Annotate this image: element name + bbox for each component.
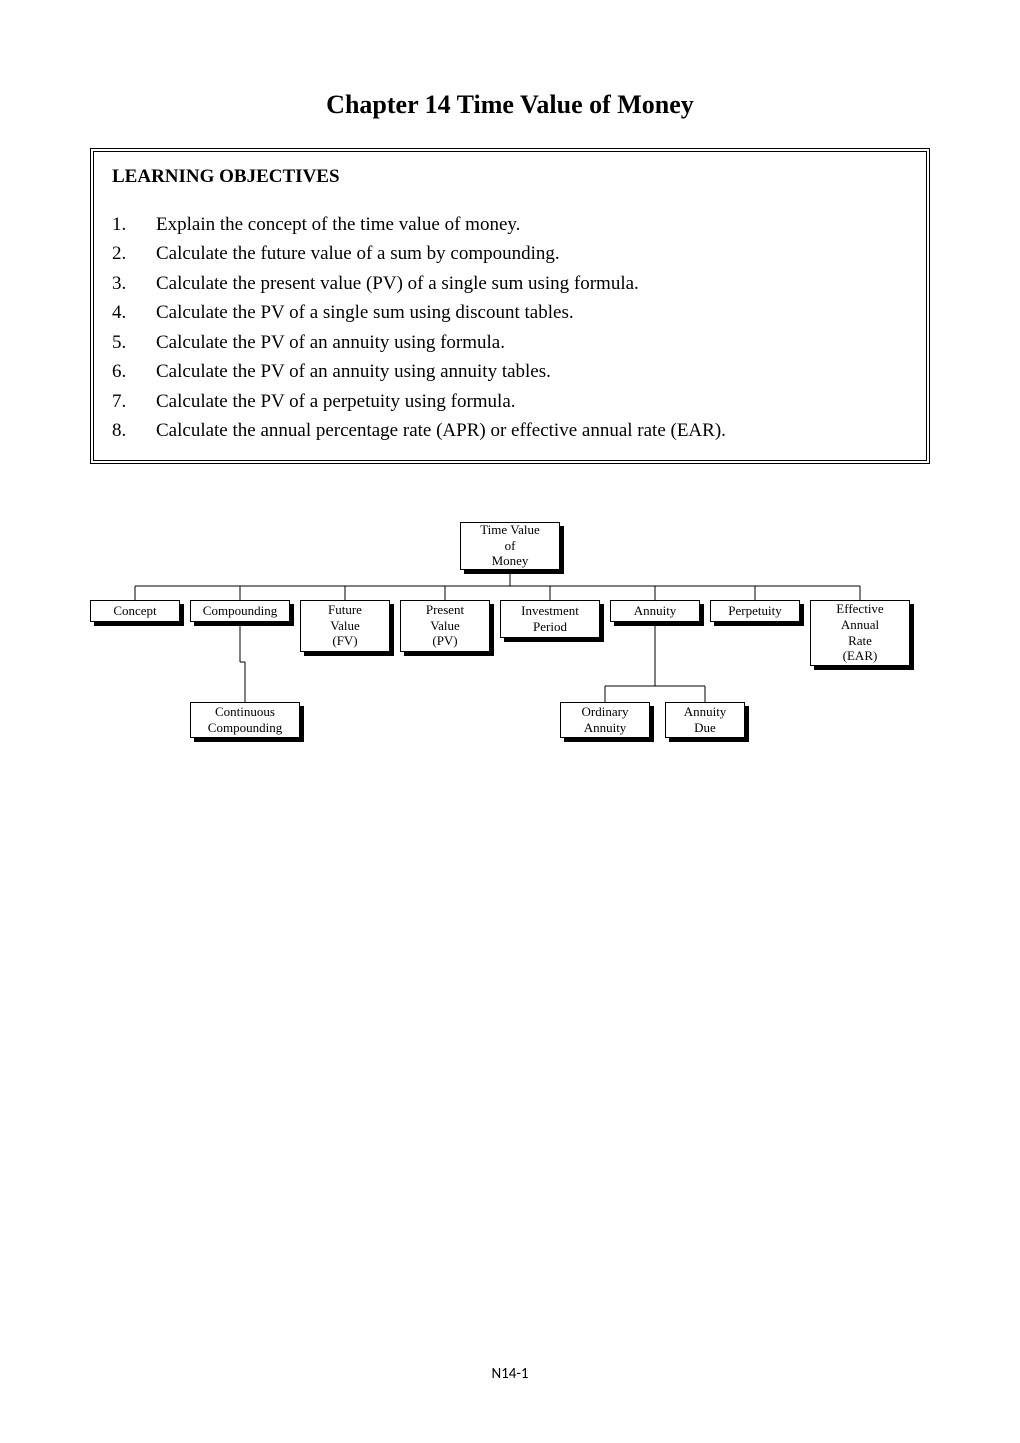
diagram-node-adue: AnnuityDue	[665, 702, 745, 738]
diagram-node-root: Time ValueofMoney	[460, 522, 560, 570]
objectives-heading: LEARNING OBJECTIVES	[112, 166, 908, 188]
diagram-node-ear: EffectiveAnnualRate(EAR)	[810, 600, 910, 666]
diagram-node-inv: InvestmentPeriod	[500, 600, 600, 638]
diagram-node-label: Concept	[93, 603, 177, 619]
diagram-node-label: Time ValueofMoney	[463, 522, 557, 569]
objective-item: Calculate the PV of a perpetuity using f…	[112, 387, 908, 416]
diagram-node-label: Compounding	[193, 603, 287, 619]
objective-item: Calculate the PV of a single sum using d…	[112, 298, 908, 327]
diagram-node-label: OrdinaryAnnuity	[563, 704, 647, 735]
objective-item: Explain the concept of the time value of…	[112, 210, 908, 239]
diagram-node-label: AnnuityDue	[668, 704, 742, 735]
diagram-node-label: ContinuousCompounding	[193, 704, 297, 735]
concept-map-diagram: Time ValueofMoney Concept Compounding Futur…	[90, 522, 930, 782]
diagram-node-comp: Compounding	[190, 600, 290, 622]
diagram-node-fv: FutureValue(FV)	[300, 600, 390, 652]
objectives-list: Explain the concept of the time value of…	[112, 210, 908, 446]
diagram-node-label: PresentValue(PV)	[403, 602, 487, 649]
objective-item: Calculate the future value of a sum by c…	[112, 239, 908, 268]
diagram-node-label: FutureValue(FV)	[303, 602, 387, 649]
diagram-node-label: EffectiveAnnualRate(EAR)	[813, 601, 907, 663]
diagram-node-cont: ContinuousCompounding	[190, 702, 300, 738]
objective-item: Calculate the annual percentage rate (AP…	[112, 416, 908, 445]
diagram-node-pv: PresentValue(PV)	[400, 600, 490, 652]
diagram-node-perp: Perpetuity	[710, 600, 800, 622]
page: Chapter 14 Time Value of Money LEARNING …	[0, 0, 1020, 1443]
objective-item: Calculate the present value (PV) of a si…	[112, 269, 908, 298]
diagram-node-label: InvestmentPeriod	[503, 603, 597, 634]
diagram-node-concept: Concept	[90, 600, 180, 622]
page-number: N14-1	[0, 1365, 1020, 1383]
diagram-node-oann: OrdinaryAnnuity	[560, 702, 650, 738]
diagram-node-label: Perpetuity	[713, 603, 797, 619]
learning-objectives-box: LEARNING OBJECTIVES Explain the concept …	[90, 148, 930, 464]
objective-item: Calculate the PV of an annuity using for…	[112, 328, 908, 357]
objective-item: Calculate the PV of an annuity using ann…	[112, 357, 908, 386]
diagram-node-label: Annuity	[613, 603, 697, 619]
diagram-node-ann: Annuity	[610, 600, 700, 622]
chapter-title: Chapter 14 Time Value of Money	[90, 90, 930, 120]
